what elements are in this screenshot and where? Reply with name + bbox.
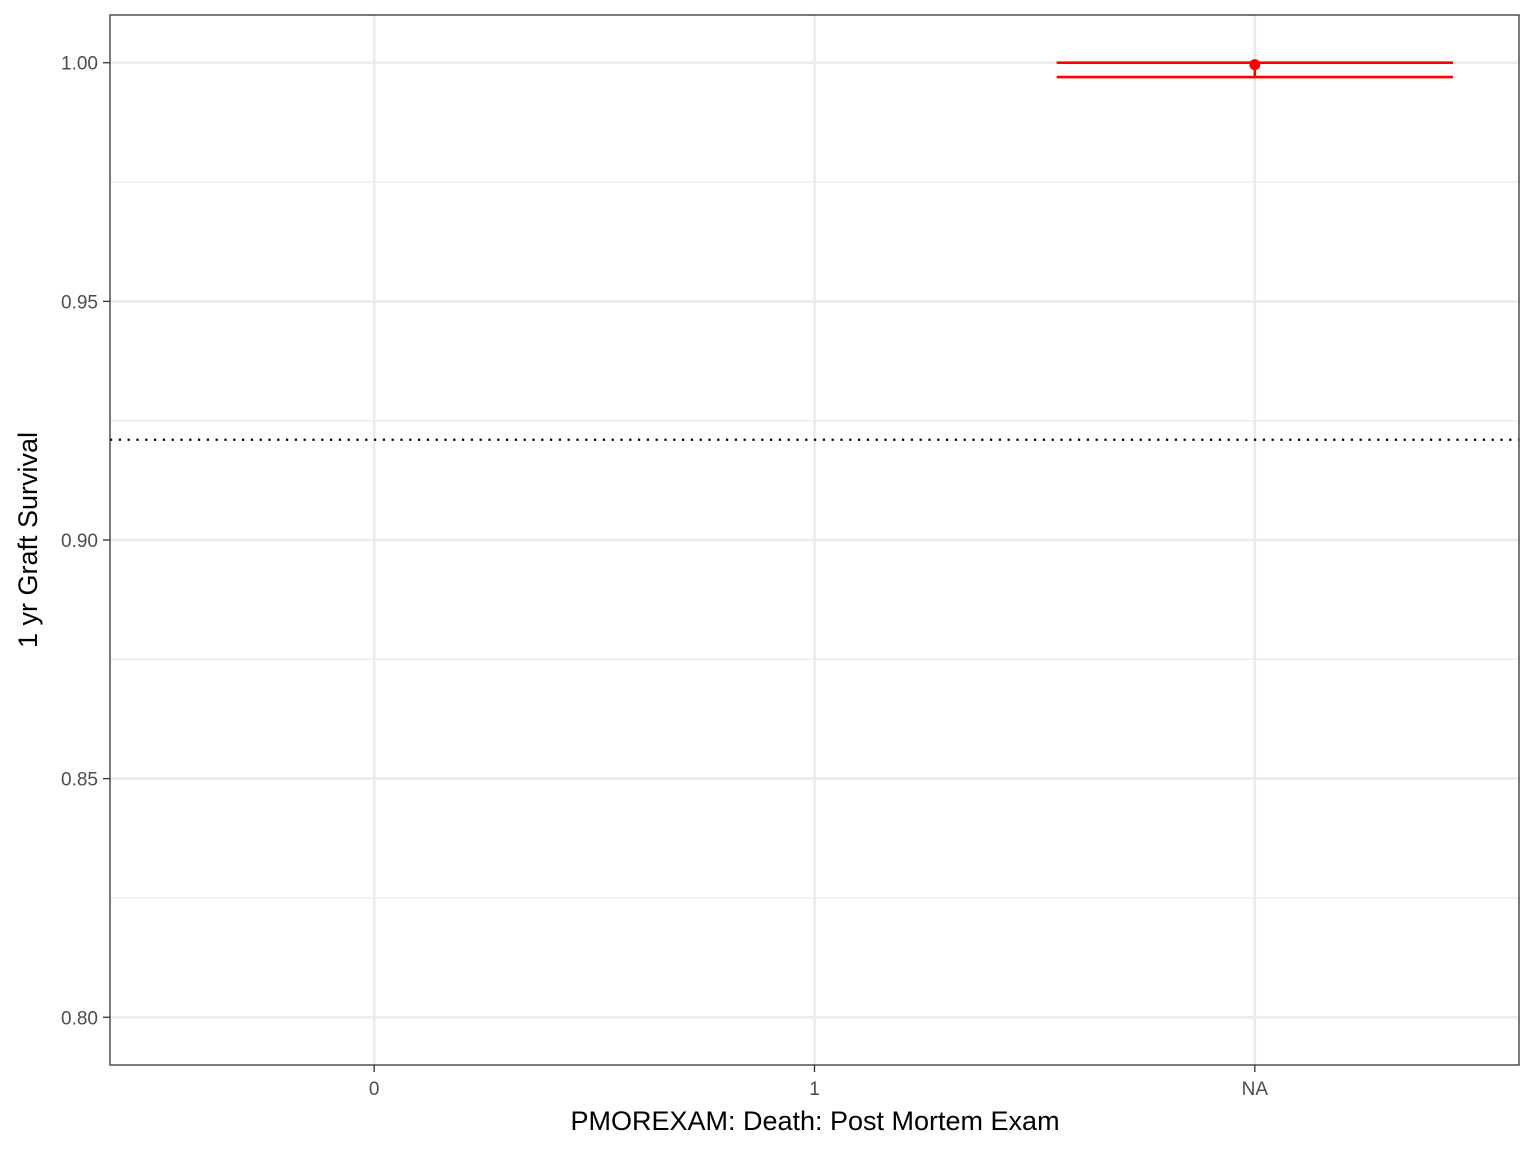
x-axis: 0 1 NA xyxy=(369,1065,1268,1100)
y-axis-title: 1 yr Graft Survival xyxy=(13,432,43,648)
x-axis-title: PMOREXAM: Death: Post Mortem Exam xyxy=(570,1106,1059,1136)
y-tick-label: 1.00 xyxy=(61,54,98,75)
y-tick-label: 0.85 xyxy=(61,770,98,791)
y-tick-label: 0.80 xyxy=(61,1008,98,1029)
y-tick-label: 0.90 xyxy=(61,531,98,552)
x-tick-label: 0 xyxy=(369,1079,380,1100)
major-gridlines xyxy=(110,15,1519,1065)
y-axis: 0.80 0.85 0.90 0.95 1.00 xyxy=(61,54,110,1029)
x-tick-label: 1 xyxy=(809,1079,820,1100)
x-tick-label: NA xyxy=(1242,1079,1269,1100)
data-point xyxy=(1249,59,1261,71)
data-marks xyxy=(1056,59,1453,79)
y-tick-label: 0.95 xyxy=(61,292,98,313)
